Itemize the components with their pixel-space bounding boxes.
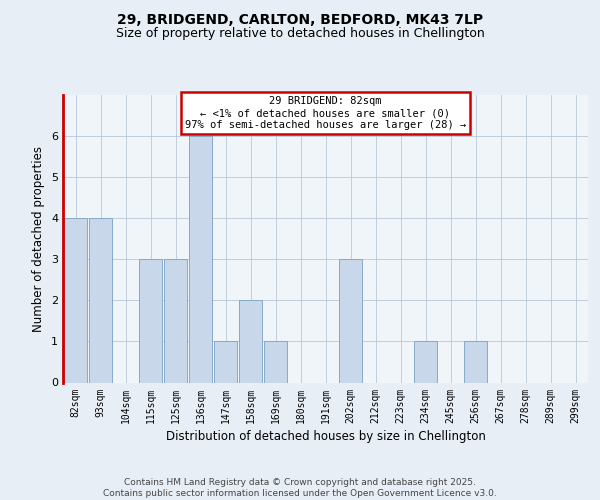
- Bar: [189, 136, 212, 382]
- Text: 29, BRIDGEND, CARLTON, BEDFORD, MK43 7LP: 29, BRIDGEND, CARLTON, BEDFORD, MK43 7LP: [117, 12, 483, 26]
- Bar: [89, 218, 112, 382]
- Bar: [64, 218, 87, 382]
- Bar: [339, 260, 362, 382]
- Text: 29 BRIDGEND: 82sqm
← <1% of detached houses are smaller (0)
97% of semi-detached: 29 BRIDGEND: 82sqm ← <1% of detached hou…: [185, 96, 466, 130]
- Text: Contains HM Land Registry data © Crown copyright and database right 2025.
Contai: Contains HM Land Registry data © Crown c…: [103, 478, 497, 498]
- Bar: [164, 260, 187, 382]
- Text: Size of property relative to detached houses in Chellington: Size of property relative to detached ho…: [116, 28, 484, 40]
- Bar: [464, 342, 487, 382]
- Bar: [239, 300, 262, 382]
- Y-axis label: Number of detached properties: Number of detached properties: [32, 146, 46, 332]
- X-axis label: Distribution of detached houses by size in Chellington: Distribution of detached houses by size …: [166, 430, 485, 442]
- Bar: [214, 342, 237, 382]
- Bar: [139, 260, 162, 382]
- Bar: [264, 342, 287, 382]
- Bar: [414, 342, 437, 382]
